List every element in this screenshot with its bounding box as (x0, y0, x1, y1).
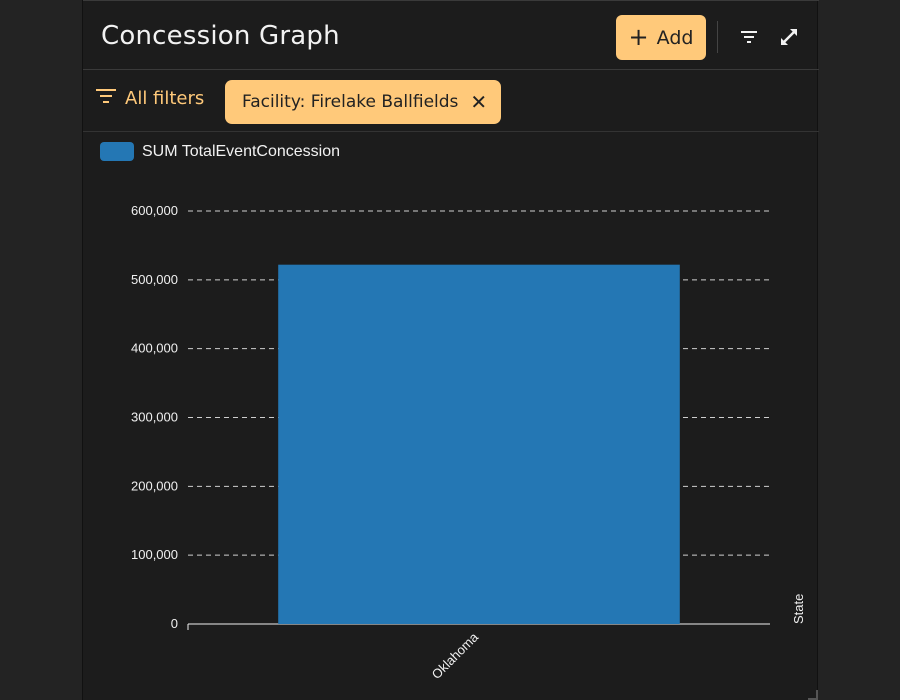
y-tick-label: 400,000 (131, 341, 178, 356)
legend-swatch (100, 142, 134, 161)
add-button-label: Add (656, 26, 694, 49)
chart-legend: SUM TotalEventConcession (100, 142, 340, 161)
y-tick-label: 100,000 (131, 547, 178, 562)
filter-lines-icon (95, 88, 117, 109)
all-filters-button[interactable]: All filters (95, 88, 204, 109)
filter-lines-icon[interactable] (735, 23, 763, 51)
close-icon[interactable]: ✕ (470, 90, 488, 114)
add-button[interactable]: + Add (616, 15, 706, 60)
page-title: Concession Graph (101, 21, 340, 51)
filter-chip-label: Facility: Firelake Ballfields (242, 92, 459, 112)
expand-arrows-icon[interactable] (775, 23, 803, 51)
filter-bar: All filters Facility: Firelake Ballfield… (83, 70, 819, 132)
y-tick-label: 200,000 (131, 478, 178, 493)
x-tick-label: Oklahoma (429, 629, 482, 682)
y-tick-label: 0 (171, 616, 178, 631)
y-tick-label: 300,000 (131, 410, 178, 425)
header-divider (717, 21, 718, 53)
bar (278, 264, 680, 624)
all-filters-label: All filters (125, 88, 205, 109)
plus-icon: + (628, 22, 649, 51)
x-axis-title: State (791, 594, 806, 624)
legend-label: SUM TotalEventConcession (142, 142, 341, 160)
panel-header: Concession Graph + Add (83, 0, 819, 70)
resize-handle[interactable] (808, 690, 818, 700)
filter-chip[interactable]: Facility: Firelake Ballfields ✕ (225, 80, 502, 124)
y-tick-label: 600,000 (131, 203, 178, 218)
y-tick-label: 500,000 (131, 272, 178, 287)
